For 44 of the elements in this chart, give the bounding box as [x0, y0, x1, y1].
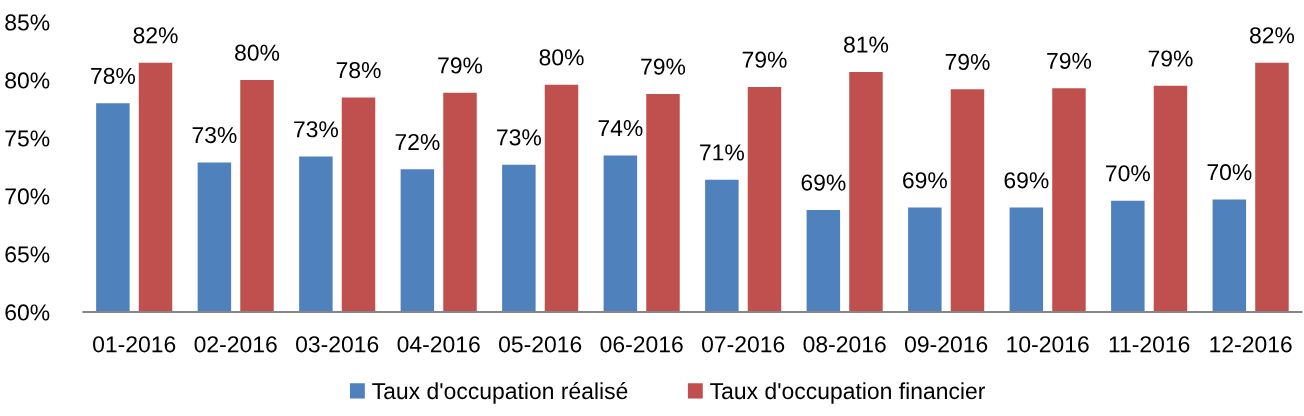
x-tick-label: 06-2016 — [600, 336, 683, 353]
data-label: 79% — [945, 53, 990, 71]
data-label: 79% — [1047, 52, 1092, 69]
data-label: 70% — [1207, 164, 1252, 181]
x-tick-label: 09-2016 — [905, 336, 988, 353]
x-tick-label: 10-2016 — [1007, 336, 1089, 353]
y-tick-label: 60% — [5, 304, 50, 321]
x-tick-label: 04-2016 — [397, 336, 480, 353]
data-label: 73% — [192, 126, 237, 144]
data-label: 81% — [844, 36, 889, 53]
data-label: 69% — [1004, 172, 1049, 189]
data-label: 78% — [91, 67, 136, 85]
data-label: 82% — [133, 27, 178, 44]
y-tick-label: 85% — [5, 14, 50, 31]
data-label: 69% — [801, 174, 846, 191]
data-label: 69% — [903, 172, 947, 189]
x-tick-label: 01-2016 — [93, 336, 176, 353]
y-tick-label: 80% — [5, 72, 50, 89]
x-tick-label: 03-2016 — [296, 336, 379, 353]
data-label: 73% — [294, 121, 338, 138]
data-label: 82% — [1250, 27, 1295, 44]
data-label: 72% — [395, 133, 440, 151]
legend-label: Taux d'occupation financier — [710, 382, 985, 404]
x-tick-label: 05-2016 — [499, 336, 582, 353]
data-label: 79% — [641, 58, 686, 75]
data-label: 74% — [598, 120, 643, 137]
data-label: 79% — [438, 57, 483, 74]
x-tick-label: 12-2016 — [1210, 336, 1292, 353]
y-tick-label: 70% — [5, 188, 50, 205]
data-label: 71% — [700, 144, 744, 161]
data-label: 70% — [1106, 165, 1150, 182]
y-tick-label: 65% — [5, 246, 50, 263]
data-label: 73% — [497, 129, 541, 146]
x-tick-label: 11-2016 — [1109, 336, 1190, 353]
legend-label: Taux d'occupation réalisé — [372, 382, 628, 404]
data-label: 79% — [742, 51, 787, 68]
y-tick-label: 75% — [5, 130, 50, 147]
x-tick-label: 07-2016 — [702, 336, 785, 353]
data-label: 80% — [235, 44, 280, 61]
x-tick-label: 08-2016 — [803, 336, 886, 353]
x-tick-label: 02-2016 — [194, 336, 277, 353]
data-label: 78% — [336, 61, 381, 79]
data-label: 79% — [1148, 50, 1193, 67]
data-label: 80% — [539, 49, 584, 66]
